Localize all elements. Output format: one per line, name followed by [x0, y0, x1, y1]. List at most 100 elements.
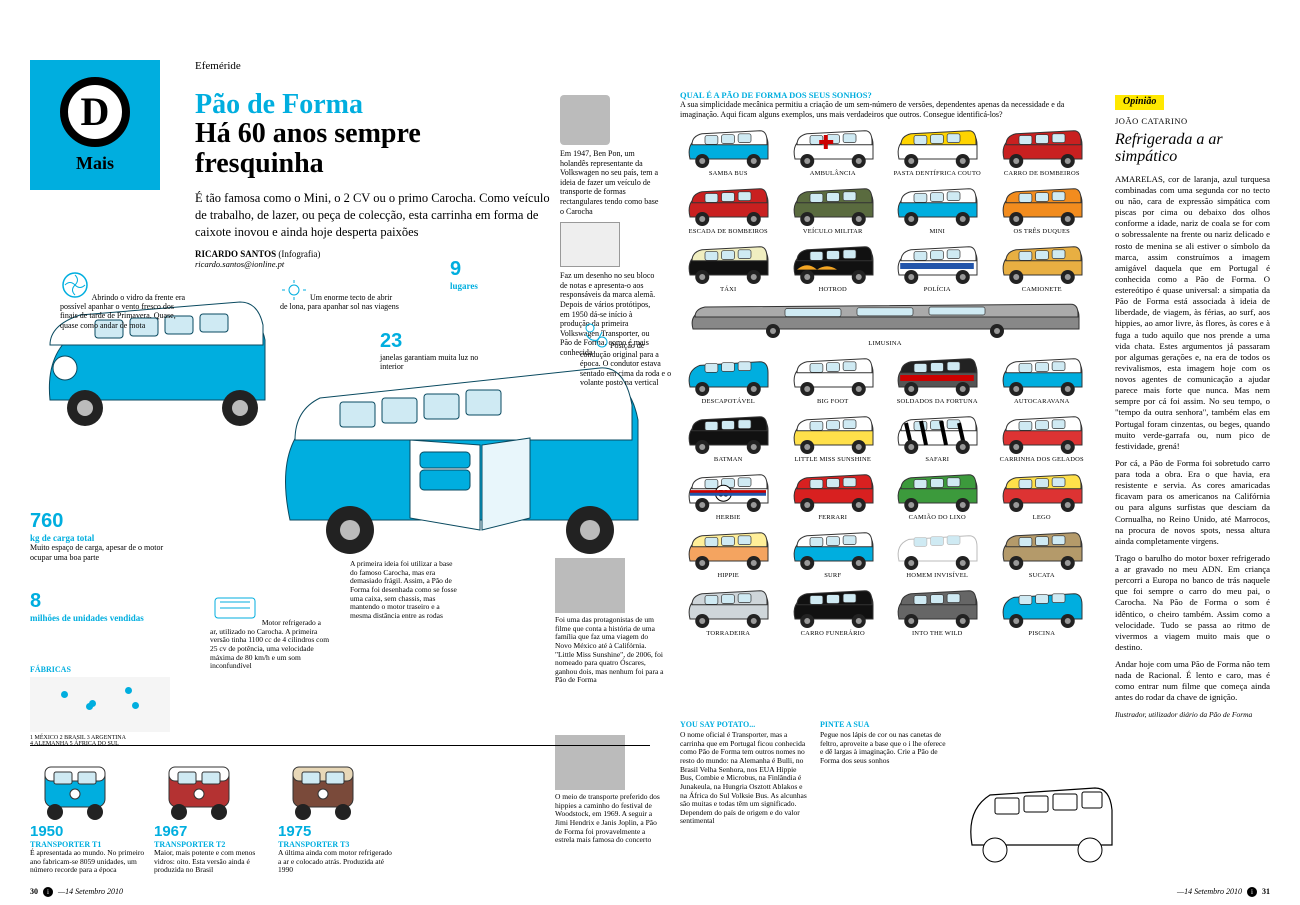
variant-cell: Safari — [889, 411, 986, 463]
variant-cell: Hippie — [680, 527, 777, 579]
variant-label: Carro Funerário — [785, 630, 882, 637]
variant-label: Little Miss Sunshine — [785, 456, 882, 463]
variant-cell: Lego — [994, 469, 1091, 521]
variants-section: Qual é a Pão de Forma dos seus sonhos? A… — [680, 90, 1090, 637]
variant-label: Camionete — [994, 286, 1091, 293]
bottom-texts: You say potato... O nome oficial é Trans… — [680, 720, 950, 826]
variant-icon — [996, 411, 1088, 455]
variant-icon — [682, 411, 774, 455]
variant-cell: Descapotável — [680, 353, 777, 405]
callout-lugares: 9 lugares — [450, 258, 510, 291]
variant-label: Surf — [785, 572, 882, 579]
section-badge: D Mais — [30, 60, 160, 190]
variant-label: Lego — [994, 514, 1091, 521]
callout-vendas: 8 milhões de unidades vendidas — [30, 590, 190, 623]
timeline-item: 1975 Transporter T3 A última ainda com m… — [278, 752, 402, 870]
variant-label: Piscina — [994, 630, 1091, 637]
lede: É tão famosa como o Mini, o 2 CV ou o pr… — [195, 190, 555, 241]
badge-label: Mais — [76, 153, 114, 174]
variant-icon — [996, 469, 1088, 513]
engine-icon — [210, 590, 260, 625]
variant-cell: Big Foot — [785, 353, 882, 405]
variant-label: Safari — [889, 456, 986, 463]
variant-cell: Escada de Bombeiros — [680, 183, 777, 235]
variant-icon: 53 — [682, 469, 774, 513]
sun-icon — [280, 280, 308, 300]
opinion-signature: Ilustrador, utilizador diário da Pão de … — [1115, 710, 1270, 720]
variant-label: Os Três Duques — [994, 228, 1091, 235]
variant-cell: Pasta Dentífrica Couto — [889, 125, 986, 177]
variant-icon — [996, 585, 1088, 629]
opinion-paragraph: Andar hoje com uma Pão de Forma não tem … — [1115, 659, 1270, 704]
headline: Pão de Forma Há 60 anos sempre fresquinh… — [195, 90, 555, 269]
fan-icon — [60, 270, 90, 300]
variant-cell: Limusina — [680, 299, 1090, 347]
variant-icon — [891, 241, 983, 285]
variant-label: Hotrod — [785, 286, 882, 293]
opinion-paragraph: Por cá, a Pão de Forma foi sobretudo car… — [1115, 458, 1270, 547]
variant-label: Escada de Bombeiros — [680, 228, 777, 235]
variant-icon — [996, 527, 1088, 571]
variant-label: Herbie — [680, 514, 777, 521]
variant-icon — [996, 241, 1088, 285]
variant-label: Batman — [680, 456, 777, 463]
variant-label: Into the Wild — [889, 630, 986, 637]
factory-dot — [61, 691, 68, 698]
variant-icon — [682, 353, 774, 397]
variant-icon — [891, 353, 983, 397]
opinion-paragraph: AMARELAS, cor de laranja, azul turquesa … — [1115, 174, 1270, 452]
benpon-text: Em 1947, Ben Pon, um holandês representa… — [560, 149, 660, 216]
variants-grid: Samba Bus Ambulância Pasta Dentífrica Co… — [680, 125, 1090, 637]
variant-icon — [787, 469, 879, 513]
variant-icon — [787, 527, 879, 571]
opinion-column: Opinião JOÃO CATARINO Refrigerada a ar s… — [1115, 95, 1270, 719]
variant-cell: Hotrod — [785, 241, 882, 293]
headline-top: Pão de Forma — [195, 90, 555, 119]
pinte-col: Pinte a sua Pegue nos lápis de cor ou na… — [820, 720, 950, 826]
variant-cell: Soldados da Fortuna — [889, 353, 986, 405]
outline-van — [960, 770, 1120, 870]
variant-cell: Veículo Militar — [785, 183, 882, 235]
variant-cell: Sucata — [994, 527, 1091, 579]
variant-icon — [891, 411, 983, 455]
variant-cell: Carro de Bombeiros — [994, 125, 1091, 177]
variant-label: Homem Invisível — [889, 572, 986, 579]
variant-label: Ferrari — [785, 514, 882, 521]
headline-bottom: Há 60 anos sempre fresquinha — [195, 119, 555, 178]
callout-carga: 760 kg de carga total Muito espaço de ca… — [30, 510, 180, 562]
badge-letter: D — [60, 77, 130, 147]
variant-icon — [891, 469, 983, 513]
note-motor: Motor refrigerado a ar, utilizado no Car… — [210, 590, 330, 671]
variant-label: Descapotável — [680, 398, 777, 405]
variant-cell: Surf — [785, 527, 882, 579]
opinion-paragraph: Trago o barulho do motor boxer refrigera… — [1115, 553, 1270, 653]
variant-cell: Torradeira — [680, 585, 777, 637]
variant-icon — [787, 353, 879, 397]
variant-cell: Mini — [889, 183, 986, 235]
variant-label: Carrinha dos Gelados — [994, 456, 1091, 463]
variant-cell: Carro Funerário — [785, 585, 882, 637]
world-map — [30, 677, 170, 732]
callout-tecto: Um enorme tecto de abrir de lona, para a… — [280, 280, 400, 311]
bloco-sketch — [560, 222, 620, 267]
variant-cell: Batman — [680, 411, 777, 463]
van-front-icon — [278, 752, 368, 822]
variant-cell: Polícia — [889, 241, 986, 293]
note-sunshine: Foi uma das protagonistas de um filme qu… — [555, 558, 665, 685]
variant-icon — [682, 527, 774, 571]
variant-icon — [996, 353, 1088, 397]
variant-icon — [787, 411, 879, 455]
variant-cell: Táxi — [680, 241, 777, 293]
variant-icon — [682, 183, 774, 227]
variant-icon — [996, 125, 1088, 169]
variant-label: Soldados da Fortuna — [889, 398, 986, 405]
factory-dot — [132, 702, 139, 709]
opinion-title: Refrigerada a ar simpático — [1115, 131, 1270, 166]
variant-cell: Little Miss Sunshine — [785, 411, 882, 463]
variant-label: Táxi — [680, 286, 777, 293]
variant-cell: Carrinha dos Gelados — [994, 411, 1091, 463]
variant-icon — [682, 241, 774, 285]
variant-cell: Ferrari — [785, 469, 882, 521]
variant-icon — [891, 585, 983, 629]
variant-icon — [685, 299, 1085, 339]
